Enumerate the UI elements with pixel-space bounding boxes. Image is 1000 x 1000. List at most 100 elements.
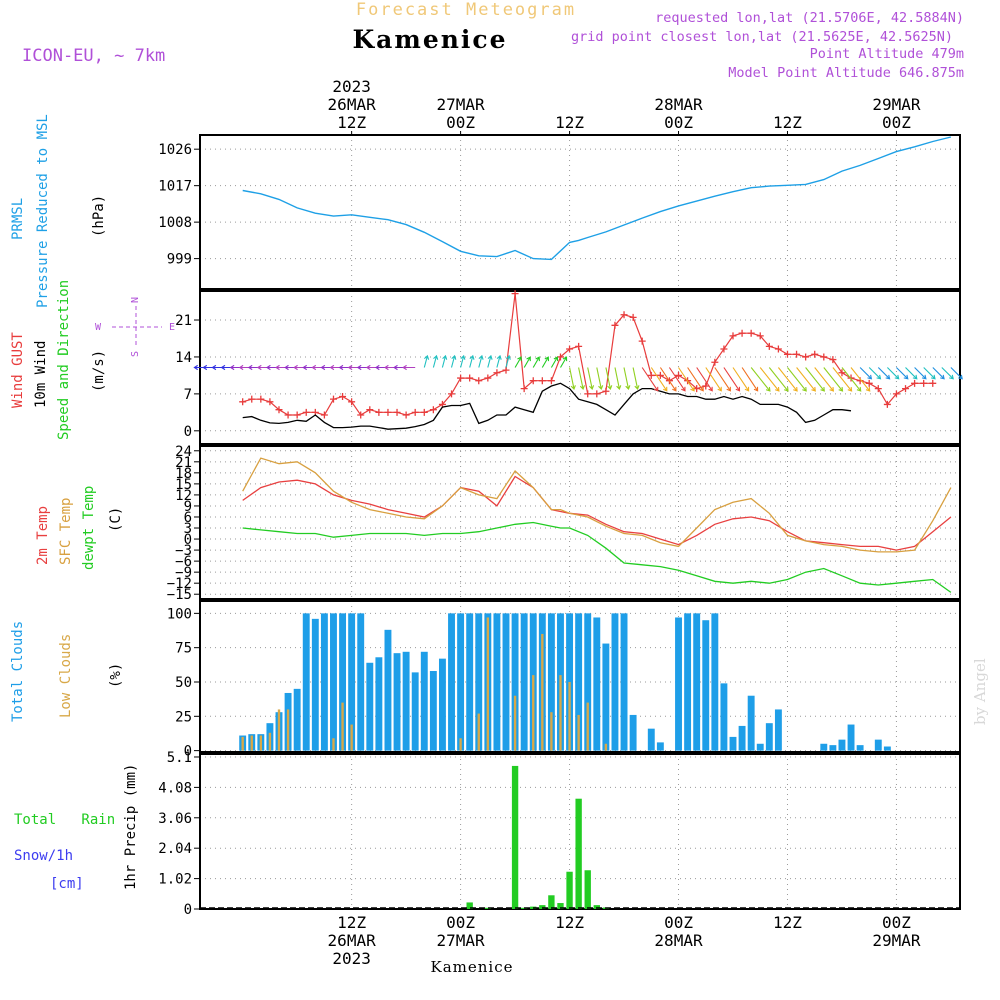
y-tick-label: −9 (175, 565, 192, 581)
gust-marker (929, 379, 937, 387)
gust-marker (811, 350, 819, 358)
gust-marker (511, 290, 519, 298)
wind-direction-arrow (832, 367, 853, 392)
total-cloud-bar (593, 617, 601, 751)
total-cloud-bar (393, 653, 401, 751)
total-cloud-bar (611, 613, 619, 751)
wind-direction-arrow (423, 354, 430, 368)
time-axis-bottom-label: 12Z (337, 913, 366, 932)
temp-label-dewpt: dewpt Temp (81, 486, 97, 570)
low-cloud-bar (604, 743, 608, 751)
gust-marker (493, 369, 501, 377)
total-cloud-bar (729, 736, 737, 751)
total-cloud-bar (856, 745, 864, 751)
gust-marker (384, 408, 392, 416)
total-cloud-bar (502, 613, 510, 751)
gust-marker (911, 379, 919, 387)
gust-marker (793, 350, 801, 358)
compass-s: S (130, 351, 141, 357)
gust-marker (838, 369, 846, 377)
time-axis-top-label: 00Z (446, 113, 475, 132)
gust-marker (584, 390, 592, 398)
gust-marker (402, 411, 410, 419)
y-tick-label: 3.06 (158, 811, 192, 827)
wind-direction-arrow (868, 367, 882, 380)
y-tick-label: 21 (175, 455, 192, 471)
time-axis-top-label: 2023 (332, 77, 371, 96)
total-cloud-bar (348, 613, 356, 751)
total-cloud-bar (883, 746, 891, 751)
cloud-side-labels: Total Clouds Low Clouds (%) (10, 621, 124, 722)
total-cloud-bar (420, 651, 428, 751)
low-cloud-bar (486, 617, 490, 751)
y-tick-label: 1008 (158, 215, 192, 231)
total-cloud-bar (366, 662, 374, 751)
total-cloud-bar (602, 643, 610, 751)
total-cloud-bar (311, 618, 319, 751)
rain-bar (539, 905, 546, 909)
total-cloud-bar (738, 725, 746, 751)
wind-direction-arrow (514, 356, 522, 368)
wind-direction-arrow (578, 367, 586, 390)
wind-direction-arrow (587, 367, 595, 390)
model-altitude: Model Point Altitude 646.875m (728, 65, 964, 81)
wind-direction-arrow (469, 354, 475, 368)
total-cloud-bar (511, 613, 519, 751)
wind-direction-arrow (723, 367, 741, 392)
location-title: Kamenice (352, 25, 507, 54)
wind-direction-arrow (859, 367, 873, 380)
y-tick-label: −15 (167, 587, 192, 603)
total-cloud-bar (656, 742, 664, 751)
gust-marker (729, 332, 737, 340)
gust-marker (747, 329, 755, 337)
y-tick-label: 4.08 (158, 780, 192, 796)
gust-marker (802, 353, 810, 361)
wind-direction-arrow (614, 367, 622, 390)
wind-direction-arrow (632, 367, 640, 390)
precip-label-snow: Snow/1h (14, 848, 73, 864)
requested-coords: requested lon,lat (21.5706E, 42.5884N) (655, 10, 964, 26)
low-cloud-bar (532, 675, 535, 751)
low-cloud-bar (259, 735, 263, 751)
temp-unit: (C) (108, 507, 124, 532)
gust-marker (756, 332, 764, 340)
precip-label-rain: Total Rain (14, 812, 115, 828)
wind-direction-arrow (768, 367, 789, 392)
gust-marker (883, 400, 891, 408)
total-cloud-bar (429, 671, 437, 751)
wind-label-dir: Speed and Direction (56, 280, 72, 440)
total-cloud-bar (457, 613, 465, 751)
wind-direction-arrow (705, 367, 722, 392)
total-cloud-bar (765, 723, 773, 751)
gust-marker (920, 379, 928, 387)
gust-marker (448, 390, 456, 398)
rain-bar (566, 871, 573, 909)
total-cloud-bar (575, 613, 583, 751)
wind-direction-arrow (569, 367, 576, 390)
time-axis-top-label: 12Z (337, 113, 366, 132)
wind-direction-arrow (714, 367, 731, 392)
gust-marker (357, 411, 365, 419)
wind-unit: (m/s) (91, 350, 107, 392)
wind-direction-arrow (950, 367, 963, 380)
total-cloud-bar (874, 739, 882, 751)
gust-marker (466, 374, 474, 382)
precip-unit: 1hr Precip (mm) (123, 764, 139, 890)
y-tick-label: 50 (175, 675, 192, 691)
gust-marker (738, 329, 746, 337)
meteogram-title: Forecast Meteogram (356, 0, 576, 20)
credit-watermark: by Angel (971, 658, 989, 725)
gust-marker (375, 408, 383, 416)
time-axis-bottom-label: 00Z (664, 913, 693, 932)
gust-marker (457, 374, 465, 382)
total-cloud-bar (711, 613, 719, 751)
y-tick-label: 14 (175, 350, 192, 366)
wind-direction-arrow (823, 367, 844, 392)
y-tick-label: −6 (175, 554, 192, 570)
gust-marker (257, 395, 265, 403)
wind-direction-arrow (796, 367, 816, 392)
gust-marker (393, 408, 401, 416)
total-cloud-bar (438, 658, 446, 751)
gust-marker (720, 345, 728, 353)
precip-label-cm: [cm] (50, 876, 84, 892)
